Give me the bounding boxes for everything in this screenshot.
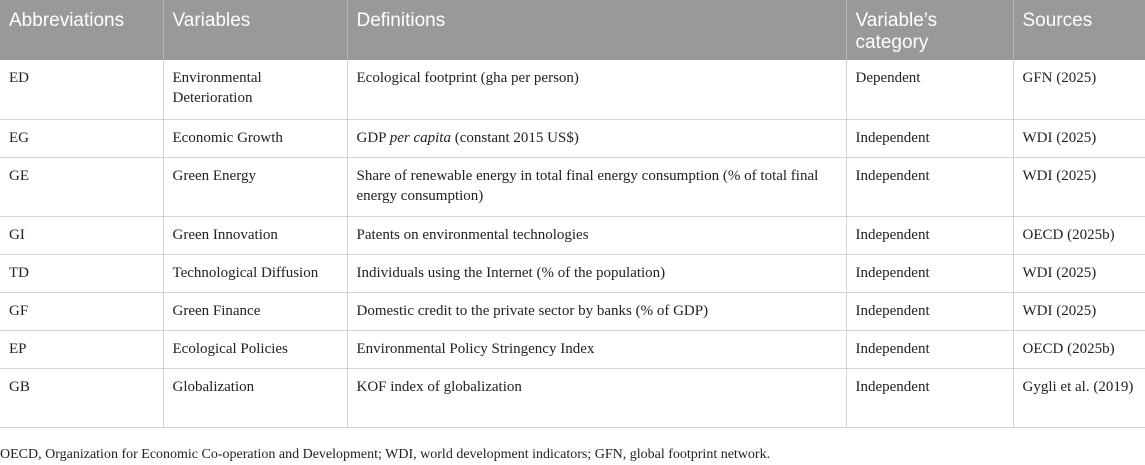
table-row: TD Technological Diffusion Individuals u…	[0, 254, 1145, 293]
cell-category: Independent	[846, 216, 1014, 255]
cell-abbreviation: GF	[0, 292, 164, 331]
cell-variable: Globalization	[163, 368, 348, 428]
cell-category: Independent	[846, 254, 1014, 293]
cell-category: Dependent	[846, 60, 1014, 120]
cell-category: Independent	[846, 330, 1014, 369]
definition-text: GDP	[356, 129, 390, 146]
cell-variable: Green Finance	[163, 292, 348, 331]
table-row: GF Green Finance Domestic credit to the …	[0, 292, 1145, 331]
cell-definition: Share of renewable energy in total final…	[347, 157, 847, 217]
definition-italic-text: per capita	[389, 129, 451, 146]
cell-abbreviation: EP	[0, 330, 164, 369]
header-category: Variable’s category	[846, 0, 1014, 60]
cell-definition: Environmental Policy Stringency Index	[347, 330, 847, 369]
cell-source: WDI (2025)	[1013, 119, 1145, 158]
header-abbreviations: Abbreviations	[0, 0, 164, 60]
cell-definition: Ecological footprint (gha per person)	[347, 60, 847, 120]
cell-source: WDI (2025)	[1013, 157, 1145, 217]
header-variables: Variables	[163, 0, 348, 60]
cell-source: OECD (2025b)	[1013, 330, 1145, 369]
table-row: EG Economic Growth GDP per capita (const…	[0, 119, 1145, 158]
table-footnote: OECD, Organization for Economic Co-opera…	[0, 447, 771, 462]
table-header-row: Abbreviations Variables Definitions Vari…	[0, 0, 1145, 60]
table-row: EP Ecological Policies Environmental Pol…	[0, 330, 1145, 369]
cell-category: Independent	[846, 292, 1014, 331]
cell-definition: Individuals using the Internet (% of the…	[347, 254, 847, 293]
table-row: GB Globalization KOF index of globalizat…	[0, 368, 1145, 428]
cell-definition: Domestic credit to the private sector by…	[347, 292, 847, 331]
cell-variable: Technological Diffusion	[163, 254, 348, 293]
cell-source: WDI (2025)	[1013, 254, 1145, 293]
header-sources: Sources	[1013, 0, 1145, 60]
cell-source: WDI (2025)	[1013, 292, 1145, 331]
cell-abbreviation: GB	[0, 368, 164, 428]
table-row: GI Green Innovation Patents on environme…	[0, 216, 1145, 255]
cell-source: OECD (2025b)	[1013, 216, 1145, 255]
cell-variable: Economic Growth	[163, 119, 348, 158]
cell-category: Independent	[846, 368, 1014, 428]
cell-definition: Patents on environmental technologies	[347, 216, 847, 255]
cell-variable: Ecological Policies	[163, 330, 348, 369]
cell-source: Gygli et al. (2019)	[1013, 368, 1145, 428]
cell-variable: Green Energy	[163, 157, 348, 217]
cell-source: GFN (2025)	[1013, 60, 1145, 120]
cell-definition: KOF index of globalization	[347, 368, 847, 428]
cell-category: Independent	[846, 157, 1014, 217]
variables-table: Abbreviations Variables Definitions Vari…	[0, 0, 1145, 428]
cell-abbreviation: EG	[0, 119, 164, 158]
header-definitions: Definitions	[347, 0, 847, 60]
cell-definition: GDP per capita (constant 2015 US$)	[347, 119, 847, 158]
cell-abbreviation: GI	[0, 216, 164, 255]
table-row: GE Green Energy Share of renewable energ…	[0, 157, 1145, 217]
table-row: ED Environmental Deterioration Ecologica…	[0, 60, 1145, 120]
cell-abbreviation: TD	[0, 254, 164, 293]
cell-variable: Environmental Deterioration	[163, 60, 348, 120]
cell-variable: Green Innovation	[163, 216, 348, 255]
cell-abbreviation: ED	[0, 60, 164, 120]
cell-category: Independent	[846, 119, 1014, 158]
definition-text: (constant 2015 US$)	[450, 129, 579, 146]
cell-abbreviation: GE	[0, 157, 164, 217]
